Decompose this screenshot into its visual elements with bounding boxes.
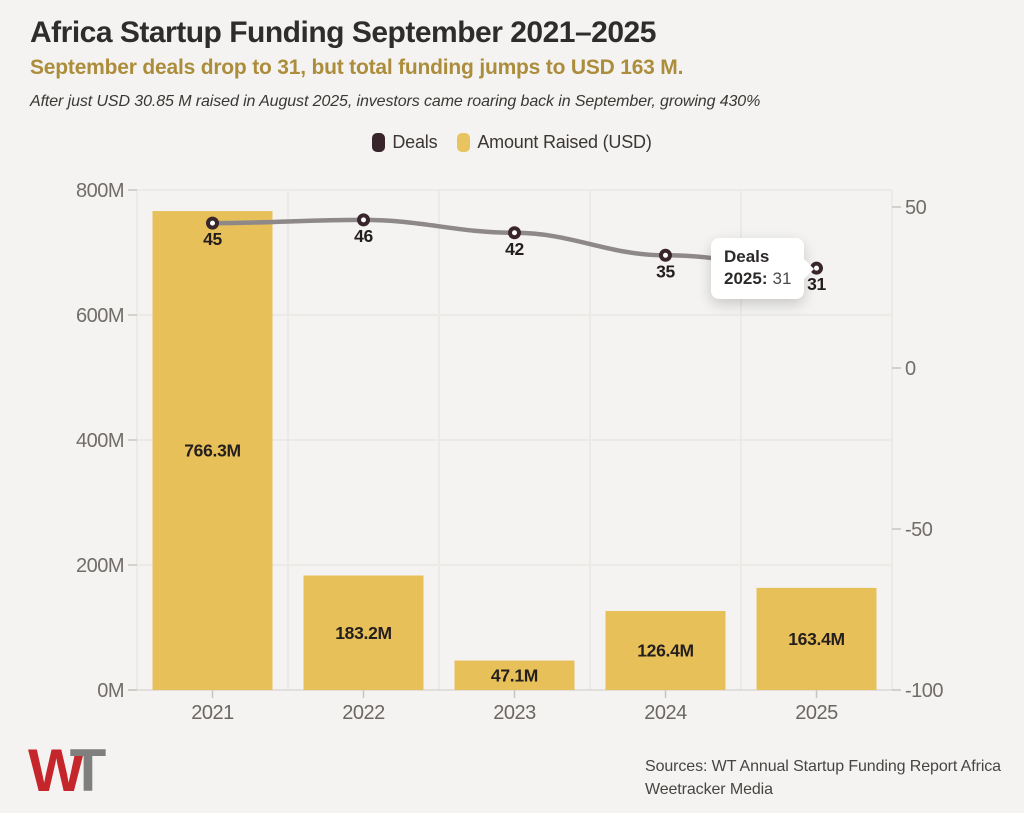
- right-axis-label: 50: [905, 197, 927, 219]
- deals-marker-2021[interactable]: [206, 216, 219, 230]
- page-subtitle: September deals drop to 31, but total fu…: [30, 56, 684, 79]
- legend-label-deals: Deals: [392, 132, 438, 152]
- sources-line-1: Sources: WT Annual Startup Funding Repor…: [645, 758, 1001, 775]
- bar-label-2024: 126.4M: [637, 641, 694, 661]
- left-axis-label: 800M: [76, 180, 124, 202]
- bar-2021[interactable]: [152, 211, 273, 690]
- bar-label-2025: 163.4M: [788, 629, 845, 649]
- left-axis-label: 0M: [97, 680, 124, 702]
- bar-label-2022: 183.2M: [335, 623, 392, 643]
- tooltip-series-name: Deals: [724, 247, 770, 266]
- bar-2025[interactable]: [756, 587, 877, 690]
- deals-marker-2022[interactable]: [357, 213, 370, 227]
- deals-label-2021: 45: [203, 229, 222, 249]
- deals-marker-2024[interactable]: [659, 248, 672, 262]
- right-axis-label: -50: [905, 519, 933, 541]
- sources-text: Sources: WT Annual Startup Funding Repor…: [645, 755, 1015, 801]
- tooltip-arrow-icon: [804, 258, 815, 279]
- tooltip-year: 2025:: [724, 269, 768, 288]
- left-axis-label: 600M: [76, 305, 124, 327]
- x-axis-label: 2022: [342, 702, 385, 724]
- tooltip: Deals 2025: 31: [711, 238, 815, 299]
- deals-swatch-icon: [372, 133, 386, 152]
- tooltip-value-row: 2025: 31: [724, 268, 791, 290]
- chart-header: Africa Startup Funding September 2021–20…: [30, 16, 994, 111]
- sources-line-2: Weetracker Media: [645, 781, 773, 798]
- bar-2024[interactable]: [605, 611, 726, 690]
- bar-label-2023: 47.1M: [491, 665, 538, 685]
- annotation-note: After just USD 30.85 M raised in August …: [30, 93, 761, 110]
- x-axis-label: 2025: [795, 702, 838, 724]
- x-axis-label: 2021: [191, 702, 234, 724]
- bar-label-2021: 766.3M: [184, 441, 241, 461]
- deals-marker-2023[interactable]: [508, 226, 521, 240]
- left-axis-label: 400M: [76, 430, 124, 452]
- right-axis-label: 0: [905, 358, 916, 380]
- logo-letter-w: W: [28, 737, 85, 804]
- legend-item-amount-raised[interactable]: Amount Raised (USD): [457, 132, 652, 153]
- tooltip-value: 31: [772, 269, 792, 288]
- deals-label-2022: 46: [354, 226, 373, 246]
- legend-item-deals[interactable]: Deals: [372, 132, 438, 153]
- wt-logo: WT: [28, 737, 107, 806]
- deals-label-2023: 42: [505, 239, 524, 259]
- left-axis-label: 200M: [76, 555, 124, 577]
- x-axis-label: 2023: [493, 702, 536, 724]
- deals-label-2024: 35: [656, 261, 675, 281]
- legend-label-amount-raised: Amount Raised (USD): [477, 132, 652, 152]
- logo-letter-t: T: [69, 737, 107, 804]
- page-title: Africa Startup Funding September 2021–20…: [30, 16, 656, 49]
- amount-raised-swatch-icon: [457, 133, 471, 152]
- right-axis-label: -100: [905, 680, 943, 702]
- bar-2022[interactable]: [303, 575, 424, 691]
- x-axis-label: 2024: [644, 702, 687, 724]
- chart-canvas: 800M 600M 400M 200M 0M 50 0 -50 -100 2021 2022 2023…: [76, 180, 944, 724]
- deals-label-2025: 31: [807, 274, 826, 294]
- chart-legend: Deals Amount Raised (USD): [0, 132, 1024, 153]
- bar-2023[interactable]: [454, 660, 575, 690]
